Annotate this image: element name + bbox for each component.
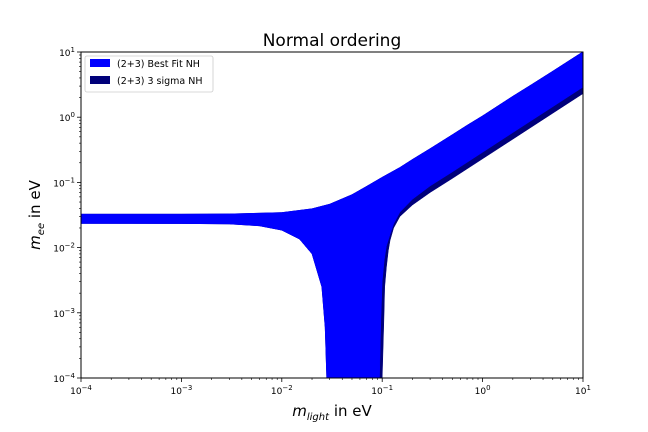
y-tick-label: 101 xyxy=(59,46,75,59)
plot-area: 10−4 10−3 10−2 10−1 100 101 10−410−310−210−11… xyxy=(53,46,591,397)
legend-swatch-best-fit xyxy=(90,59,110,67)
x-tick-label: 10−2 xyxy=(271,384,293,397)
y-tick-label: 10−2 xyxy=(53,242,75,255)
y-axis-label: mee in eV xyxy=(26,179,47,249)
chart-title: Normal ordering xyxy=(263,31,402,51)
series-layer xyxy=(80,51,584,379)
series-band-2-3-best-fit-nh xyxy=(80,51,584,379)
legend: (2+3) Best Fit NH (2+3) 3 sigma NH xyxy=(84,55,214,93)
x-tick-label: 100 xyxy=(475,384,491,397)
x-tick-label: 101 xyxy=(575,384,591,397)
y-tick-label: 100 xyxy=(59,111,75,124)
legend-swatch-3-sigma xyxy=(90,76,110,84)
legend-box xyxy=(84,55,214,93)
x-axis-ticks: 10−4 10−3 10−2 10−1 100 101 xyxy=(70,378,591,397)
x-tick-label: 10−3 xyxy=(171,384,193,397)
x-tick-label: 10−1 xyxy=(371,384,393,397)
y-axis-ticks: 10−4 10−3 10−2 10−1 100 101 xyxy=(53,46,81,385)
x-axis-label: mlight in eV xyxy=(292,402,372,423)
legend-label-best-fit: (2+3) Best Fit NH xyxy=(117,59,200,70)
y-tick-label: 10−4 xyxy=(53,372,75,385)
x-tick-label: 10−4 xyxy=(70,384,92,397)
legend-label-3-sigma: (2+3) 3 sigma NH xyxy=(117,76,203,87)
plot-frame xyxy=(80,51,584,379)
y-tick-label: 10−1 xyxy=(53,176,75,189)
y-tick-label: 10−3 xyxy=(53,307,75,320)
